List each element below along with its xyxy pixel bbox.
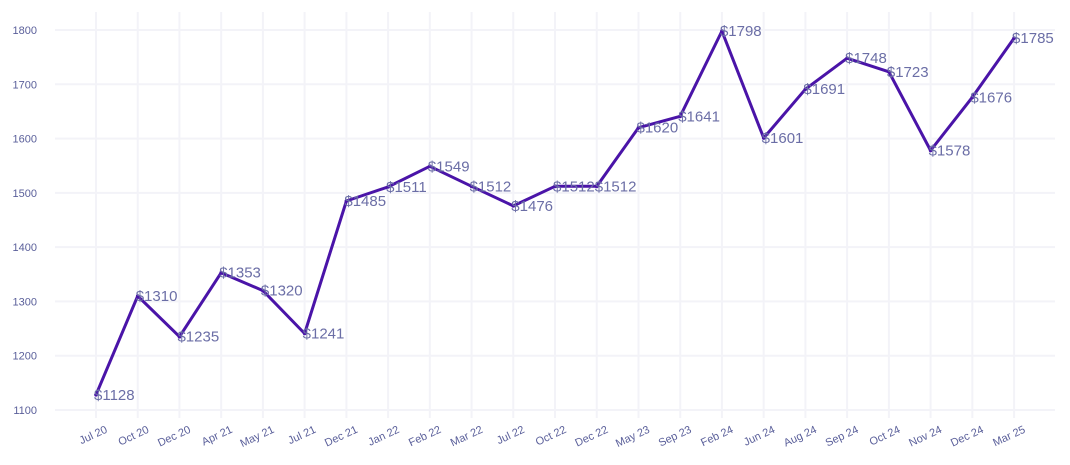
x-tick-label: Oct 24 (868, 424, 902, 449)
data-label: $1601 (762, 130, 804, 147)
data-point (135, 294, 140, 298)
y-tick-label: 1600 (13, 134, 37, 146)
x-axis-ticks: Jul 20 Oct 20 Dec 20 Apr 21 May 21 Jul 21 Dec … (78, 424, 1028, 450)
data-label: $1723 (887, 64, 929, 81)
x-tick-label: Jul 20 (78, 424, 110, 447)
x-tick-label: Feb 24 (699, 424, 735, 449)
x-tick-label: Oct 20 (117, 424, 151, 449)
x-tick-label: Dec 24 (949, 424, 986, 450)
x-tick-label: Dec 21 (323, 424, 360, 450)
data-label: $1512 (595, 178, 637, 195)
x-tick-label: Dec 22 (573, 424, 610, 450)
x-tick-label: Mar 22 (449, 424, 485, 449)
data-point (594, 184, 599, 189)
x-tick-label: Sep 23 (657, 424, 694, 450)
data-label: $1748 (845, 50, 887, 67)
x-tick-label: May 21 (238, 424, 276, 450)
data-point (553, 184, 557, 189)
data-point (803, 87, 808, 91)
data-label: $1320 (261, 283, 303, 300)
x-tick-label: Nov 24 (907, 424, 944, 450)
data-point (344, 199, 349, 203)
y-tick-label: 1100 (13, 405, 37, 417)
y-tick-label: 1200 (13, 351, 37, 363)
x-tick-label: Jun 24 (742, 424, 777, 449)
data-label: $1128 (94, 387, 135, 404)
data-label: $1798 (720, 23, 762, 40)
data-label: $1511 (386, 179, 427, 196)
y-axis-ticks: 1100 1200 1300 1400 1500 1600 1700 1800 (13, 25, 37, 417)
data-point (386, 185, 390, 189)
data-point (970, 95, 975, 100)
series-line-group (94, 29, 1016, 397)
grid-lines (55, 12, 1055, 418)
y-tick-label: 1500 (13, 188, 37, 200)
data-label: $1310 (136, 288, 178, 305)
data-label: $1241 (303, 325, 345, 342)
data-point (261, 288, 265, 293)
data-labels: $1128 $1310 $1235 $1353$1320 $1241 $1485$1511… (94, 23, 1054, 404)
data-label: $1691 (803, 81, 845, 98)
y-tick-label: 1700 (13, 79, 37, 91)
data-label: $1641 (678, 108, 720, 125)
data-point (177, 334, 182, 339)
data-point (761, 136, 766, 140)
data-label: $1785 (1012, 30, 1054, 47)
data-label: $1512 (553, 178, 595, 195)
data-point (219, 270, 223, 275)
y-tick-label: 1800 (13, 25, 37, 37)
data-point (636, 125, 641, 130)
x-tick-label: Jul 22 (495, 424, 527, 447)
data-point (302, 331, 307, 336)
data-label: $1620 (636, 120, 678, 137)
data-label: $1512 (470, 178, 512, 195)
data-point (678, 114, 683, 119)
x-tick-label: Jan 22 (366, 424, 401, 449)
x-tick-label: Sep 24 (824, 424, 861, 450)
data-label: $1485 (344, 193, 386, 210)
data-point (94, 393, 98, 397)
data-label: $1676 (970, 89, 1012, 106)
x-tick-label: Apr 21 (200, 424, 234, 449)
data-point (511, 204, 516, 208)
data-label: $1578 (929, 143, 971, 160)
x-tick-label: May 23 (614, 424, 652, 450)
data-point (1012, 36, 1016, 40)
data-label: $1476 (511, 198, 553, 215)
data-point (720, 29, 724, 33)
data-label: $1353 (219, 265, 261, 282)
data-label: $1549 (428, 158, 470, 175)
data-point (928, 148, 933, 153)
x-tick-label: Aug 24 (782, 424, 819, 450)
data-label: $1235 (177, 329, 219, 346)
data-point (428, 164, 432, 169)
x-tick-label: Oct 22 (534, 424, 568, 449)
y-tick-label: 1300 (13, 296, 37, 308)
data-point (887, 70, 891, 74)
x-tick-label: Feb 22 (407, 424, 443, 449)
x-tick-label: Dec 20 (156, 424, 193, 450)
y-tick-label: 1400 (13, 242, 37, 254)
x-tick-label: Mar 25 (991, 424, 1027, 449)
x-tick-label: Jul 21 (286, 424, 318, 447)
data-point (845, 56, 849, 61)
data-point (469, 184, 474, 189)
